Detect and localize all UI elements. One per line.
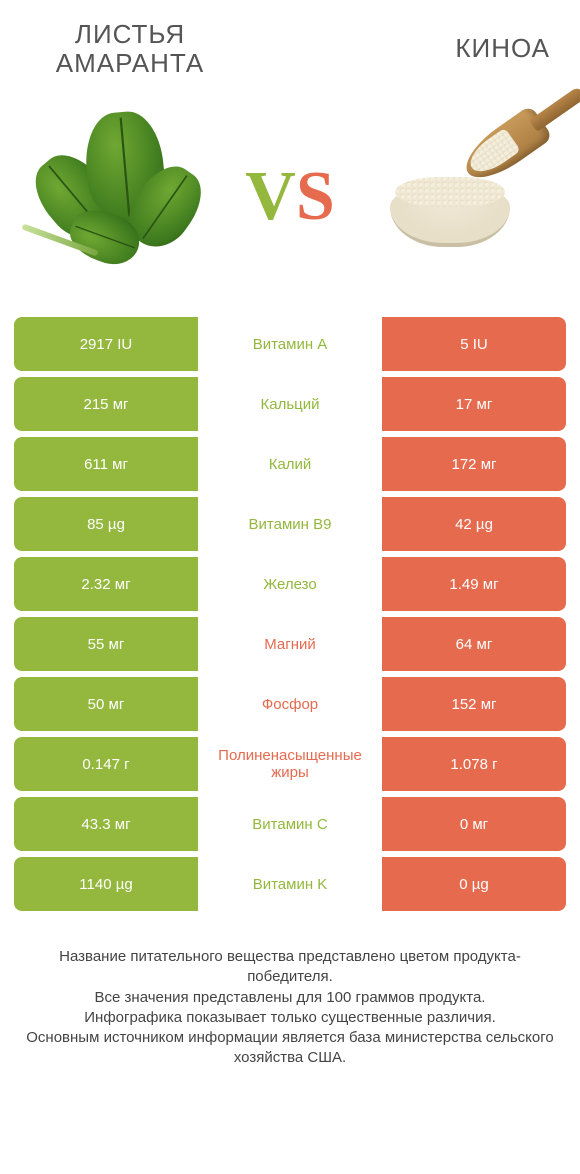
right-value-cell: 152 мг — [382, 677, 566, 731]
nutrient-label-cell: Магний — [198, 617, 382, 671]
right-value-cell: 0 мг — [382, 797, 566, 851]
right-value-cell: 17 мг — [382, 377, 566, 431]
left-value-cell: 2917 IU — [14, 317, 198, 371]
right-product-image — [360, 107, 560, 287]
table-row: 55 мгМагний64 мг — [14, 617, 566, 671]
header: ЛИСТЬЯ АМАРАНТА КИНОА — [0, 0, 580, 87]
nutrient-label-cell: Железо — [198, 557, 382, 611]
amaranth-leaves-icon — [30, 117, 210, 277]
table-row: 50 мгФосфор152 мг — [14, 677, 566, 731]
vs-v: V — [245, 158, 296, 235]
table-row: 43.3 мгВитамин C0 мг — [14, 797, 566, 851]
left-value-cell: 55 мг — [14, 617, 198, 671]
right-value-cell: 0 µg — [382, 857, 566, 911]
right-value-cell: 42 µg — [382, 497, 566, 551]
table-row: 2917 IUВитамин A5 IU — [14, 317, 566, 371]
comparison-table: 2917 IUВитамин A5 IU 215 мгКальций17 мг 61… — [0, 317, 580, 911]
footer-line: Основным источником информации является … — [20, 1028, 560, 1069]
left-value-cell: 215 мг — [14, 377, 198, 431]
left-product-image — [20, 107, 220, 287]
footer-line: Все значения представлены для 100 граммо… — [20, 988, 560, 1008]
nutrient-label-cell: Витамин K — [198, 857, 382, 911]
left-value-cell: 2.32 мг — [14, 557, 198, 611]
right-value-cell: 1.078 г — [382, 737, 566, 791]
footer-notes: Название питательного вещества представл… — [0, 917, 580, 1069]
left-value-cell: 85 µg — [14, 497, 198, 551]
quinoa-icon — [370, 117, 550, 277]
right-value-cell: 172 мг — [382, 437, 566, 491]
nutrient-label-cell: Витамин B9 — [198, 497, 382, 551]
nutrient-label-cell: Фосфор — [198, 677, 382, 731]
left-value-cell: 611 мг — [14, 437, 198, 491]
right-product-title: КИНОА — [350, 34, 550, 63]
right-value-cell: 5 IU — [382, 317, 566, 371]
nutrient-label-cell: Витамин C — [198, 797, 382, 851]
images-row: VS — [0, 87, 580, 317]
table-row: 0.147 гПолиненасыщенные жиры1.078 г — [14, 737, 566, 791]
left-value-cell: 43.3 мг — [14, 797, 198, 851]
left-value-cell: 1140 µg — [14, 857, 198, 911]
left-value-cell: 0.147 г — [14, 737, 198, 791]
nutrient-label-cell: Калий — [198, 437, 382, 491]
table-row: 85 µgВитамин B942 µg — [14, 497, 566, 551]
vs-s: S — [296, 158, 335, 235]
left-product-title: ЛИСТЬЯ АМАРАНТА — [30, 20, 230, 77]
footer-line: Название питательного вещества представл… — [20, 947, 560, 988]
nutrient-label-cell: Полиненасыщенные жиры — [198, 737, 382, 791]
vs-label: VS — [245, 157, 335, 237]
footer-line: Инфографика показывает только существенн… — [20, 1008, 560, 1028]
table-row: 215 мгКальций17 мг — [14, 377, 566, 431]
table-row: 611 мгКалий172 мг — [14, 437, 566, 491]
nutrient-label-cell: Витамин A — [198, 317, 382, 371]
table-row: 1140 µgВитамин K0 µg — [14, 857, 566, 911]
left-value-cell: 50 мг — [14, 677, 198, 731]
table-row: 2.32 мгЖелезо1.49 мг — [14, 557, 566, 611]
right-value-cell: 1.49 мг — [382, 557, 566, 611]
nutrient-label-cell: Кальций — [198, 377, 382, 431]
right-value-cell: 64 мг — [382, 617, 566, 671]
